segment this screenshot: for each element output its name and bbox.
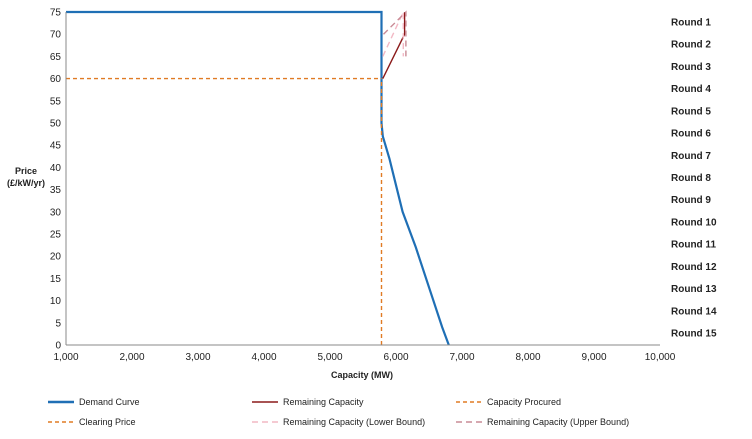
- x-tick-labels: 1,000 2,000 3,000 4,000 5,000 6,000 7,000 8,000…: [53, 352, 675, 363]
- y-axis-label-line-1: Price: [15, 166, 37, 176]
- y-tick-label: 55: [50, 96, 62, 107]
- legend-label: Remaining Capacity: [283, 397, 364, 407]
- round-label: Round 8: [671, 173, 711, 184]
- legend-label: Remaining Capacity (Upper Bound): [487, 417, 629, 427]
- y-tick-label: 5: [55, 318, 61, 329]
- round-label: Round 6: [671, 129, 711, 140]
- y-tick-label: 15: [50, 274, 62, 285]
- round-label: Round 9: [671, 195, 711, 206]
- y-axis-label-line-2: (£/kW/yr): [7, 178, 45, 188]
- round-labels: Round 1 Round 2 Round 3 Round 4 Round 5 Round…: [671, 18, 717, 340]
- y-tick-labels: 0 5 10 15 20 25 30 35 40 45 50 55 60 65 70 75: [50, 8, 62, 352]
- legend-label: Clearing Price: [79, 417, 136, 427]
- x-tick-label: 8,000: [515, 352, 540, 363]
- x-axis-label: Capacity (MW): [331, 370, 393, 380]
- x-tick-label: 3,000: [185, 352, 210, 363]
- y-tick-label: 0: [55, 341, 61, 352]
- y-tick-label: 65: [50, 52, 62, 63]
- x-tick-label: 1,000: [53, 352, 78, 363]
- round-label: Round 11: [671, 240, 716, 251]
- x-tick-label: 5,000: [317, 352, 342, 363]
- x-tick-label: 6,000: [383, 352, 408, 363]
- legend-label: Capacity Procured: [487, 397, 561, 407]
- y-tick-label: 70: [50, 30, 62, 41]
- y-tick-label: 60: [50, 74, 62, 85]
- round-label: Round 4: [671, 84, 711, 95]
- x-tick-label: 9,000: [581, 352, 606, 363]
- x-tick-label: 4,000: [251, 352, 276, 363]
- round-label: Round 1: [671, 18, 711, 29]
- y-tick-label: 50: [50, 119, 62, 130]
- y-tick-label: 35: [50, 185, 62, 196]
- round-label: Round 13: [671, 284, 717, 295]
- y-tick-label: 25: [50, 230, 62, 241]
- y-tick-label: 45: [50, 141, 62, 152]
- round-label: Round 3: [671, 62, 711, 73]
- legend-label: Remaining Capacity (Lower Bound): [283, 417, 425, 427]
- x-tick-label: 7,000: [449, 352, 474, 363]
- y-tick-label: 20: [50, 252, 62, 263]
- round-label: Round 14: [671, 306, 717, 317]
- round-label: Round 5: [671, 106, 711, 117]
- series-line: [383, 10, 407, 57]
- series-line: [382, 11, 404, 57]
- round-label: Round 10: [671, 217, 717, 228]
- x-tick-label: 10,000: [645, 352, 676, 363]
- round-label: Round 2: [671, 40, 711, 51]
- round-label: Round 15: [671, 329, 717, 340]
- legend-label: Demand Curve: [79, 397, 140, 407]
- y-tick-label: 75: [50, 8, 62, 19]
- legend: Demand Curve Remaining Capacity Capacity P…: [48, 397, 629, 427]
- y-tick-label: 40: [50, 163, 62, 174]
- x-tick-label: 2,000: [119, 352, 144, 363]
- series-line: [382, 12, 406, 79]
- round-label: Round 12: [671, 262, 717, 273]
- y-tick-label: 10: [50, 296, 62, 307]
- round-label: Round 7: [671, 151, 711, 162]
- plot-lines: [66, 10, 450, 346]
- axes: [65, 12, 660, 346]
- y-tick-label: 30: [50, 207, 62, 218]
